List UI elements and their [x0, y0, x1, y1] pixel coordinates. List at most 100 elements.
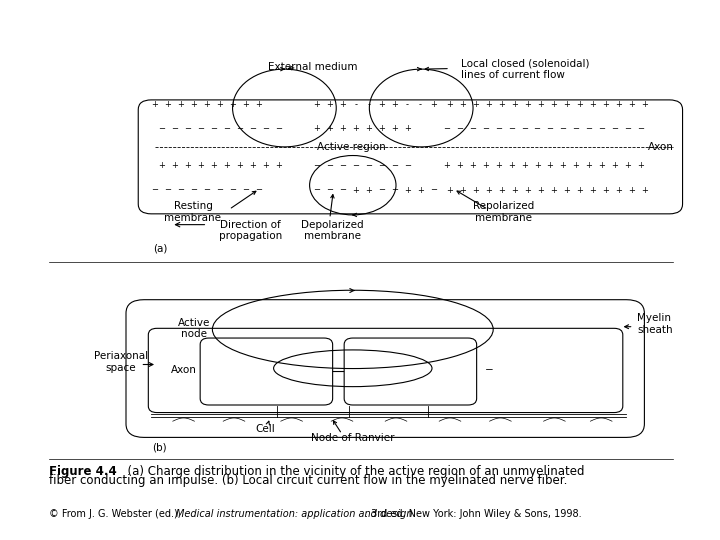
Text: +: + — [537, 186, 544, 194]
Text: +: + — [572, 161, 580, 170]
Text: −: − — [378, 161, 385, 170]
Text: −: − — [572, 124, 580, 133]
FancyBboxPatch shape — [138, 100, 683, 214]
Text: −: − — [495, 124, 502, 133]
Text: +: + — [563, 186, 570, 194]
FancyBboxPatch shape — [126, 300, 644, 437]
Text: +: + — [615, 100, 622, 109]
Text: −: − — [339, 186, 346, 194]
Text: +: + — [498, 100, 505, 109]
Text: +: + — [524, 186, 531, 194]
Text: +: + — [276, 366, 285, 375]
Text: Repolarized
membrane: Repolarized membrane — [473, 201, 535, 223]
Text: Node of Ranvier: Node of Ranvier — [311, 434, 395, 443]
Text: +: + — [602, 186, 609, 194]
Text: −: − — [339, 161, 346, 170]
Text: +: + — [177, 100, 184, 109]
Text: +: + — [158, 161, 166, 170]
Text: +: + — [339, 124, 346, 133]
Text: +: + — [508, 161, 515, 170]
Text: +: + — [164, 100, 171, 109]
Text: +: + — [365, 124, 372, 133]
Text: −: − — [637, 124, 644, 133]
Text: +: + — [641, 100, 648, 109]
Text: +: + — [391, 124, 398, 133]
Text: +: + — [628, 186, 635, 194]
Text: +: + — [456, 161, 463, 170]
Text: +: + — [365, 186, 372, 194]
Text: −: − — [611, 124, 618, 133]
FancyBboxPatch shape — [344, 338, 477, 405]
Text: −: − — [313, 161, 320, 170]
Text: +: + — [550, 100, 557, 109]
Text: −: − — [151, 186, 158, 194]
Text: −: − — [404, 161, 411, 170]
Text: External medium: External medium — [269, 63, 358, 72]
Text: +: + — [472, 100, 480, 109]
Text: +: + — [313, 124, 320, 133]
Text: −: − — [469, 124, 476, 133]
Text: −: − — [352, 161, 359, 170]
Text: +: + — [197, 161, 204, 170]
Text: −: − — [171, 124, 179, 133]
Text: −: − — [158, 124, 166, 133]
Text: −: − — [197, 124, 204, 133]
Text: +: + — [430, 100, 437, 109]
Text: −: − — [249, 124, 256, 133]
Text: +: + — [446, 100, 454, 109]
Text: +: + — [391, 100, 398, 109]
Text: Depolarized
membrane: Depolarized membrane — [302, 220, 364, 241]
Text: (a) Charge distribution in the vicinity of the active region of an unmyelinated: (a) Charge distribution in the vicinity … — [120, 465, 584, 478]
Text: −: − — [184, 124, 192, 133]
Text: Myelin
sheath: Myelin sheath — [637, 313, 672, 335]
Text: +: + — [404, 186, 411, 194]
Text: +: + — [576, 100, 583, 109]
Text: −: − — [216, 186, 223, 194]
Text: -: - — [354, 100, 357, 109]
Text: (a): (a) — [153, 244, 167, 253]
Text: +: + — [446, 186, 454, 194]
Text: +: + — [624, 161, 631, 170]
Text: +: + — [511, 186, 518, 194]
Text: −: − — [242, 186, 249, 194]
Text: −: − — [624, 124, 631, 133]
Text: −: − — [326, 161, 333, 170]
Text: +: + — [576, 186, 583, 194]
Text: Direction of
propagation: Direction of propagation — [219, 220, 282, 241]
Text: −: − — [177, 186, 184, 194]
Text: +: + — [534, 161, 541, 170]
Text: Cell: Cell — [255, 424, 275, 434]
Text: +: + — [498, 186, 505, 194]
Text: +: + — [443, 161, 450, 170]
Text: −: − — [262, 124, 269, 133]
Text: Axon: Axon — [171, 366, 197, 375]
Text: +: + — [216, 100, 223, 109]
Text: −: − — [456, 124, 463, 133]
Text: +: + — [602, 100, 609, 109]
Text: +: + — [459, 100, 467, 109]
Text: −: − — [482, 124, 489, 133]
Text: -: - — [419, 100, 422, 109]
Text: −: − — [223, 124, 230, 133]
Text: −: − — [485, 366, 494, 375]
Text: © From J. G. Webster (ed.),: © From J. G. Webster (ed.), — [49, 509, 184, 519]
Text: +: + — [223, 161, 230, 170]
Text: Local closed (solenoidal)
lines of current flow: Local closed (solenoidal) lines of curre… — [461, 58, 589, 80]
Text: +: + — [352, 124, 359, 133]
Text: +: + — [184, 161, 192, 170]
Text: −: − — [365, 161, 372, 170]
Text: −: − — [210, 124, 217, 133]
Text: +: + — [485, 100, 492, 109]
Text: (b): (b) — [153, 442, 167, 452]
Text: +: + — [469, 161, 476, 170]
Text: −: − — [508, 124, 515, 133]
Text: -: - — [367, 100, 370, 109]
Text: −: − — [229, 186, 236, 194]
Text: +: + — [417, 186, 424, 194]
Text: −: − — [521, 124, 528, 133]
Text: +: + — [352, 186, 359, 194]
Text: +: + — [472, 186, 480, 194]
Text: +: + — [313, 100, 320, 109]
Text: +: + — [249, 161, 256, 170]
Text: +: + — [378, 124, 385, 133]
